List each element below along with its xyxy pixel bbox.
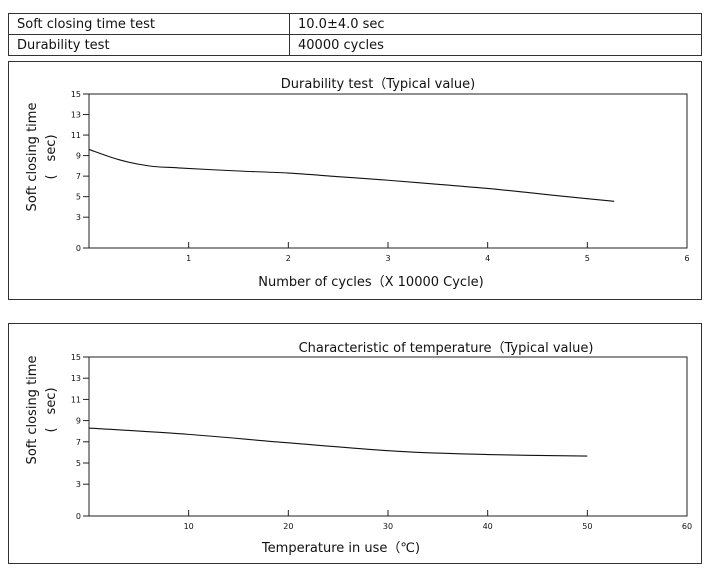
x-tick-label: 60 [682, 522, 692, 531]
x-tick-label: 2 [286, 254, 291, 263]
x-tick-label: 1 [186, 254, 191, 263]
y-tick-label: 5 [76, 459, 81, 468]
x-tick-label: 3 [385, 254, 390, 263]
y-axis-unit-label: ( sec) [44, 387, 59, 432]
spec-label: Durability test [8, 34, 290, 56]
y-axis-unit-label: ( sec) [44, 134, 59, 179]
temperature-chart: 0 3 5 7 9 11 13 15 10 20 30 40 50 60 Characteristic of… [25, 341, 692, 556]
x-tick-label: 6 [684, 254, 689, 263]
x-tick-label: 50 [582, 522, 592, 531]
plot-frame [88, 356, 688, 517]
x-tick-label: 4 [485, 254, 490, 263]
spec-row-durability: Durability test 40000 cycles [8, 34, 702, 56]
y-tick-label: 9 [76, 152, 81, 161]
spec-value: 10.0±4.0 sec [289, 13, 702, 35]
y-tick-label: 11 [71, 131, 81, 140]
spec-table: Soft closing time test 10.0±4.0 sec Dura… [8, 13, 702, 56]
x-tick-label: 30 [383, 522, 393, 531]
y-tick-label: 15 [71, 90, 81, 99]
y-tick-label: 9 [76, 417, 81, 426]
y-tick-label: 15 [71, 353, 81, 362]
x-tick-label: 40 [483, 522, 493, 531]
x-axis-label: Number of cycles（X 10000 Cycle) [258, 275, 484, 290]
chart-title: Characteristic of temperature（Typical va… [299, 341, 594, 356]
y-tick-label: 11 [71, 395, 81, 404]
chart-title: Durability test（Typical value) [281, 77, 475, 92]
x-axis-label: Temperature in use（℃) [261, 541, 420, 556]
y-axis-label: Soft closing time [25, 356, 40, 465]
spec-value: 40000 cycles [289, 34, 702, 56]
y-tick-label: 13 [71, 111, 81, 120]
x-tick-label: 5 [585, 254, 590, 263]
y-tick-label: 7 [76, 438, 81, 447]
spec-label: Soft closing time test [8, 13, 290, 35]
y-tick-label: 5 [76, 193, 81, 202]
x-tick-label: 10 [184, 522, 194, 531]
series-line [88, 148, 615, 202]
plot-frame [88, 93, 688, 249]
temperature-chart-panel: 0 3 5 7 9 11 13 15 10 20 30 40 50 60 Characteristic of… [8, 323, 702, 564]
y-axis-label: Soft closing time [25, 103, 40, 212]
series-line [88, 427, 588, 457]
spec-row-soft-closing: Soft closing time test 10.0±4.0 sec [8, 13, 702, 35]
y-tick-label: 3 [76, 480, 81, 489]
y-tick-label: 3 [76, 213, 81, 222]
x-tick-label: 20 [283, 522, 293, 531]
y-tick-label: 13 [71, 374, 81, 383]
y-tick-label: 7 [76, 172, 81, 181]
durability-chart: 0 3 5 7 9 11 13 15 1 2 3 4 5 6 Durability test（Typical… [25, 77, 690, 290]
y-tick-label: 0 [76, 244, 81, 253]
y-tick-label: 0 [76, 512, 81, 521]
durability-chart-panel: 0 3 5 7 9 11 13 15 1 2 3 4 5 6 Durability test（Typical… [8, 61, 702, 300]
